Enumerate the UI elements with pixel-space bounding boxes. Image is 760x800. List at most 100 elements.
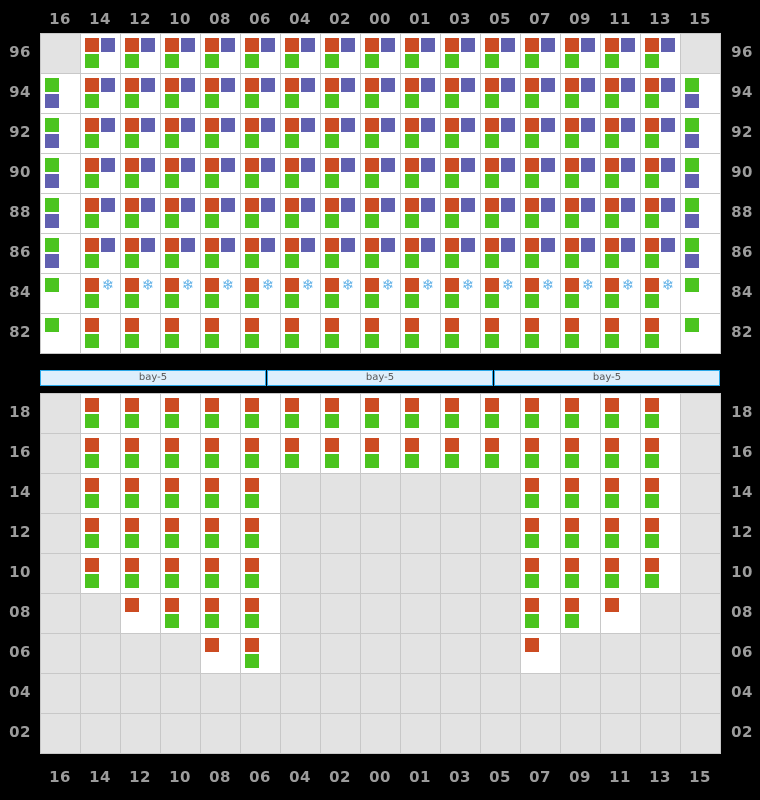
container-marker-red[interactable] <box>285 278 299 292</box>
container-marker-red[interactable] <box>445 158 459 172</box>
top-cell-02-84[interactable]: ❄ <box>321 274 361 314</box>
bottom-cell-03-18[interactable] <box>441 394 481 434</box>
container-marker-green[interactable] <box>45 158 59 172</box>
container-marker-red[interactable] <box>605 398 619 412</box>
top-cell-16-88[interactable] <box>41 194 81 234</box>
container-marker-red[interactable] <box>645 558 659 572</box>
container-marker-green[interactable] <box>325 294 339 308</box>
top-cell-01-82[interactable] <box>401 314 441 354</box>
container-marker-red[interactable] <box>405 278 419 292</box>
container-marker-red[interactable] <box>445 318 459 332</box>
container-marker-green[interactable] <box>525 574 539 588</box>
container-marker-green[interactable] <box>565 254 579 268</box>
top-cell-07-86[interactable] <box>521 234 561 274</box>
container-marker-red[interactable] <box>525 398 539 412</box>
container-marker-red[interactable] <box>85 118 99 132</box>
container-marker-red[interactable] <box>365 278 379 292</box>
container-marker-purple[interactable] <box>501 238 515 252</box>
container-marker-green[interactable] <box>445 334 459 348</box>
container-marker-green[interactable] <box>525 254 539 268</box>
container-marker-green[interactable] <box>205 454 219 468</box>
container-marker-red[interactable] <box>165 278 179 292</box>
top-cell-00-94[interactable] <box>361 74 401 114</box>
bottom-cell-05-16[interactable] <box>481 434 521 474</box>
top-cell-05-86[interactable] <box>481 234 521 274</box>
container-marker-red[interactable] <box>485 438 499 452</box>
container-marker-red[interactable] <box>85 158 99 172</box>
container-marker-red[interactable] <box>205 638 219 652</box>
container-marker-purple[interactable] <box>261 118 275 132</box>
container-marker-purple[interactable] <box>181 118 195 132</box>
container-marker-red[interactable] <box>325 278 339 292</box>
container-marker-green[interactable] <box>245 534 259 548</box>
container-marker-purple[interactable] <box>685 174 699 188</box>
container-marker-red[interactable] <box>525 78 539 92</box>
container-marker-green[interactable] <box>565 574 579 588</box>
container-marker-red[interactable] <box>565 558 579 572</box>
container-marker-green[interactable] <box>485 334 499 348</box>
container-marker-green[interactable] <box>85 134 99 148</box>
container-marker-red[interactable] <box>325 158 339 172</box>
bottom-cell-06-18[interactable] <box>241 394 281 434</box>
top-cell-16-90[interactable] <box>41 154 81 194</box>
top-cell-08-86[interactable] <box>201 234 241 274</box>
container-marker-purple[interactable] <box>381 78 395 92</box>
container-marker-red[interactable] <box>525 118 539 132</box>
container-marker-red[interactable] <box>125 238 139 252</box>
container-marker-green[interactable] <box>125 534 139 548</box>
container-marker-green[interactable] <box>85 494 99 508</box>
bottom-cell-08-14[interactable] <box>201 474 241 514</box>
container-marker-red[interactable] <box>125 38 139 52</box>
top-cell-16-94[interactable] <box>41 74 81 114</box>
container-marker-red[interactable] <box>645 478 659 492</box>
container-marker-green[interactable] <box>125 54 139 68</box>
container-marker-purple[interactable] <box>341 118 355 132</box>
container-marker-green[interactable] <box>245 414 259 428</box>
container-marker-purple[interactable] <box>341 158 355 172</box>
top-cell-16-82[interactable] <box>41 314 81 354</box>
container-marker-green[interactable] <box>645 294 659 308</box>
container-marker-red[interactable] <box>245 78 259 92</box>
container-marker-red[interactable] <box>485 158 499 172</box>
container-marker-green[interactable] <box>605 574 619 588</box>
top-cell-10-84[interactable]: ❄ <box>161 274 201 314</box>
container-marker-purple[interactable] <box>181 158 195 172</box>
bottom-cell-13-18[interactable] <box>641 394 681 434</box>
container-marker-red[interactable] <box>565 238 579 252</box>
top-cell-06-94[interactable] <box>241 74 281 114</box>
container-marker-red[interactable] <box>525 278 539 292</box>
container-marker-red[interactable] <box>245 518 259 532</box>
container-marker-purple[interactable] <box>421 198 435 212</box>
container-marker-green[interactable] <box>285 134 299 148</box>
top-cell-01-90[interactable] <box>401 154 441 194</box>
bottom-cell-06-06[interactable] <box>241 634 281 674</box>
container-marker-purple[interactable] <box>181 238 195 252</box>
top-cell-06-82[interactable] <box>241 314 281 354</box>
container-marker-green[interactable] <box>685 198 699 212</box>
container-marker-purple[interactable] <box>685 214 699 228</box>
bottom-cell-01-16[interactable] <box>401 434 441 474</box>
top-cell-15-90[interactable] <box>681 154 721 194</box>
container-marker-purple[interactable] <box>621 238 635 252</box>
bottom-cell-12-12[interactable] <box>121 514 161 554</box>
container-marker-green[interactable] <box>565 414 579 428</box>
top-cell-11-88[interactable] <box>601 194 641 234</box>
container-marker-green[interactable] <box>205 54 219 68</box>
container-marker-purple[interactable] <box>301 78 315 92</box>
container-marker-green[interactable] <box>245 294 259 308</box>
container-marker-green[interactable] <box>405 294 419 308</box>
container-marker-purple[interactable] <box>461 158 475 172</box>
container-marker-red[interactable] <box>245 398 259 412</box>
container-marker-purple[interactable] <box>261 78 275 92</box>
container-marker-green[interactable] <box>405 54 419 68</box>
top-cell-05-94[interactable] <box>481 74 521 114</box>
container-marker-purple[interactable] <box>661 158 675 172</box>
bottom-cell-07-12[interactable] <box>521 514 561 554</box>
container-marker-green[interactable] <box>85 334 99 348</box>
container-marker-green[interactable] <box>485 134 499 148</box>
container-marker-green[interactable] <box>445 134 459 148</box>
container-marker-red[interactable] <box>165 478 179 492</box>
container-marker-purple[interactable] <box>461 118 475 132</box>
container-marker-red[interactable] <box>445 238 459 252</box>
container-marker-green[interactable] <box>605 134 619 148</box>
